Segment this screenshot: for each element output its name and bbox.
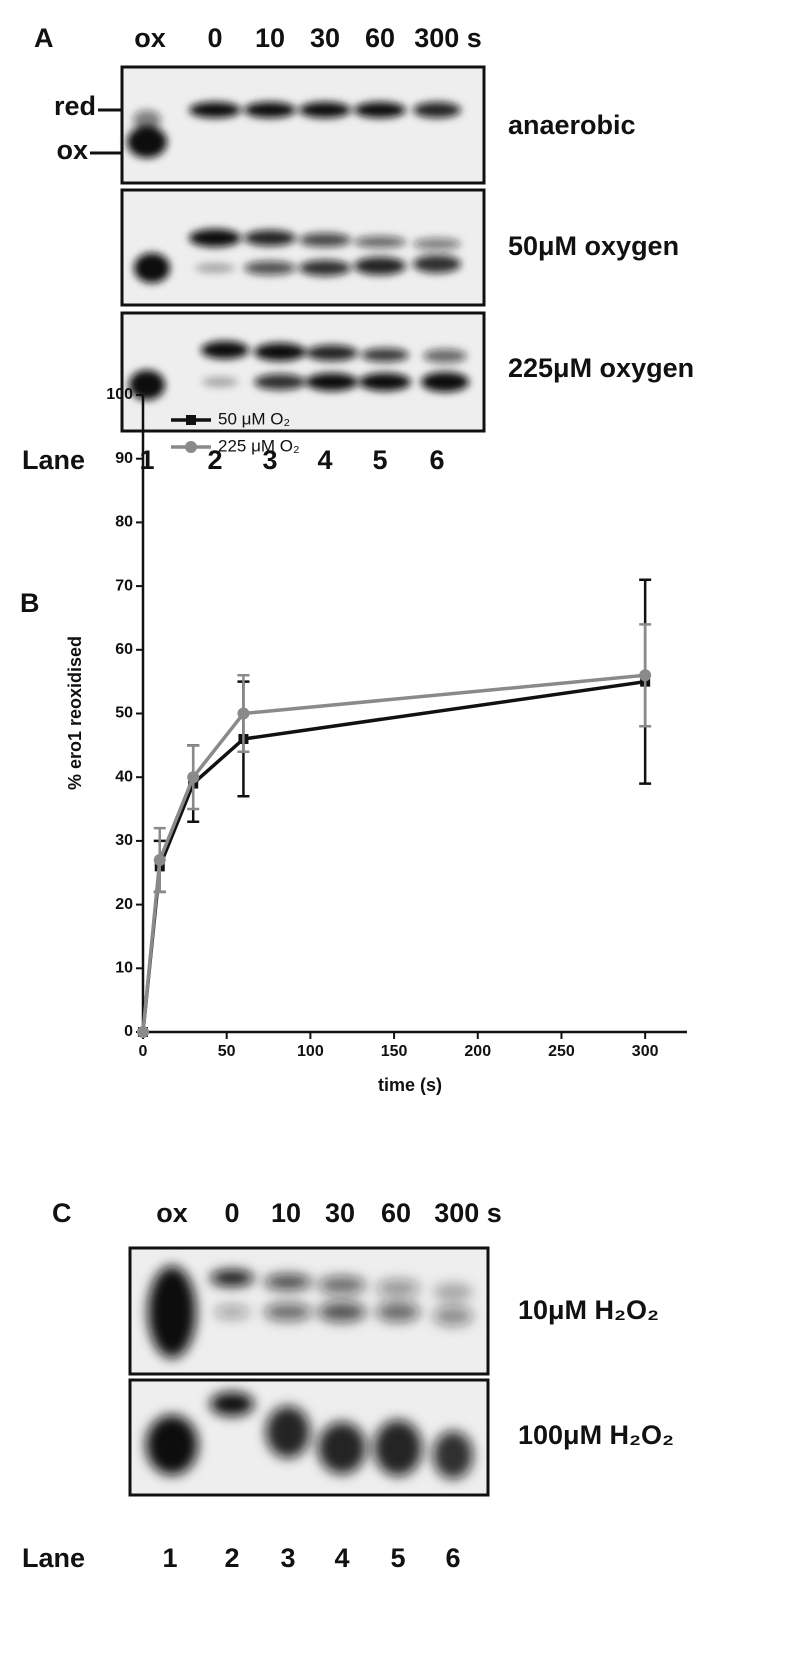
y-tick-label: 0 (124, 1023, 133, 1040)
panel-label: B (20, 588, 40, 618)
x-tick-label: 250 (548, 1043, 575, 1060)
y-tick-label: 80 (115, 514, 133, 531)
row-label: 225μM oxygen (508, 353, 694, 383)
panel-a: A ox 0 10 30 60 300 s red ox anaerobic 5… (22, 23, 694, 475)
y-tick-label: 50 (115, 705, 133, 722)
legend-label: 50 μM O₂ (218, 409, 290, 428)
column-label: 10 (271, 1198, 301, 1228)
lane-number: 2 (224, 1543, 239, 1573)
column-label: 30 (310, 23, 340, 53)
gel-blot (120, 65, 486, 185)
lane-number: 2 (207, 445, 222, 475)
y-tick-label: 30 (115, 832, 133, 849)
column-label: 60 (381, 1198, 411, 1228)
x-tick-label: 100 (297, 1043, 324, 1060)
series-line (141, 673, 646, 1033)
column-label: 0 (207, 23, 222, 53)
lane-number: 6 (445, 1543, 460, 1573)
legend-marker (186, 415, 196, 425)
column-label: 300 s (414, 23, 482, 53)
legend-label: 225 μM O₂ (218, 436, 300, 455)
y-tick-label: 90 (115, 450, 133, 467)
column-label: 60 (365, 23, 395, 53)
row-label: anaerobic (508, 110, 636, 140)
data-point (187, 771, 200, 784)
y-tick-label: 40 (115, 768, 133, 785)
column-label: 300 s (434, 1198, 502, 1228)
marker-label: ox (56, 135, 88, 165)
x-tick-label: 300 (632, 1043, 659, 1060)
panel-label: A (34, 23, 54, 53)
panel-label: C (52, 1198, 72, 1228)
gel-blot (120, 311, 486, 433)
column-label: 10 (255, 23, 285, 53)
data-point (639, 669, 652, 682)
lane-title: Lane (22, 1543, 85, 1573)
marker-label: red (54, 91, 96, 121)
data-point (237, 707, 250, 720)
panel-c: C ox 0 10 30 60 300 s 10μM H₂O₂ 100μM H₂… (22, 1198, 674, 1573)
data-point (137, 1026, 149, 1038)
lane-number: 4 (317, 445, 332, 475)
legend-marker (185, 441, 197, 453)
column-label: 0 (224, 1198, 239, 1228)
y-tick-label: 100 (106, 386, 133, 403)
gel-bands (129, 341, 469, 400)
panel-b: B % ero1 reoxidised time (s) 01020304050… (20, 386, 687, 1095)
row-label: 10μM H₂O₂ (518, 1295, 659, 1325)
lane-number: 6 (429, 445, 444, 475)
x-axis-title: time (s) (378, 1075, 442, 1095)
column-label: 30 (325, 1198, 355, 1228)
y-tick-label: 10 (115, 960, 133, 977)
y-tick-label: 70 (115, 577, 133, 594)
x-tick-label: 50 (218, 1043, 236, 1060)
lane-number: 3 (280, 1543, 295, 1573)
column-label: ox (134, 23, 166, 53)
lane-number: 1 (139, 445, 154, 475)
row-label: 50μM oxygen (508, 231, 679, 261)
data-point (153, 854, 166, 867)
x-tick-label: 200 (464, 1043, 491, 1060)
lane-number: 1 (162, 1543, 177, 1573)
y-axis-title: % ero1 reoxidised (65, 636, 85, 790)
gel-bands (127, 102, 461, 158)
y-tick-label: 60 (115, 641, 133, 658)
gel-bands (148, 1266, 473, 1358)
x-tick-label: 0 (139, 1043, 148, 1060)
lane-number: 5 (390, 1543, 405, 1573)
gel-bands (134, 229, 461, 283)
column-label: ox (156, 1198, 188, 1228)
lane-number: 5 (372, 445, 387, 475)
lane-number: 3 (262, 445, 277, 475)
gel-bands (146, 1392, 473, 1479)
x-tick-label: 150 (381, 1043, 408, 1060)
y-tick-label: 20 (115, 896, 133, 913)
series-line (141, 679, 646, 1033)
row-label: 100μM H₂O₂ (518, 1420, 674, 1450)
lane-number: 4 (334, 1543, 349, 1573)
lane-title: Lane (22, 445, 85, 475)
